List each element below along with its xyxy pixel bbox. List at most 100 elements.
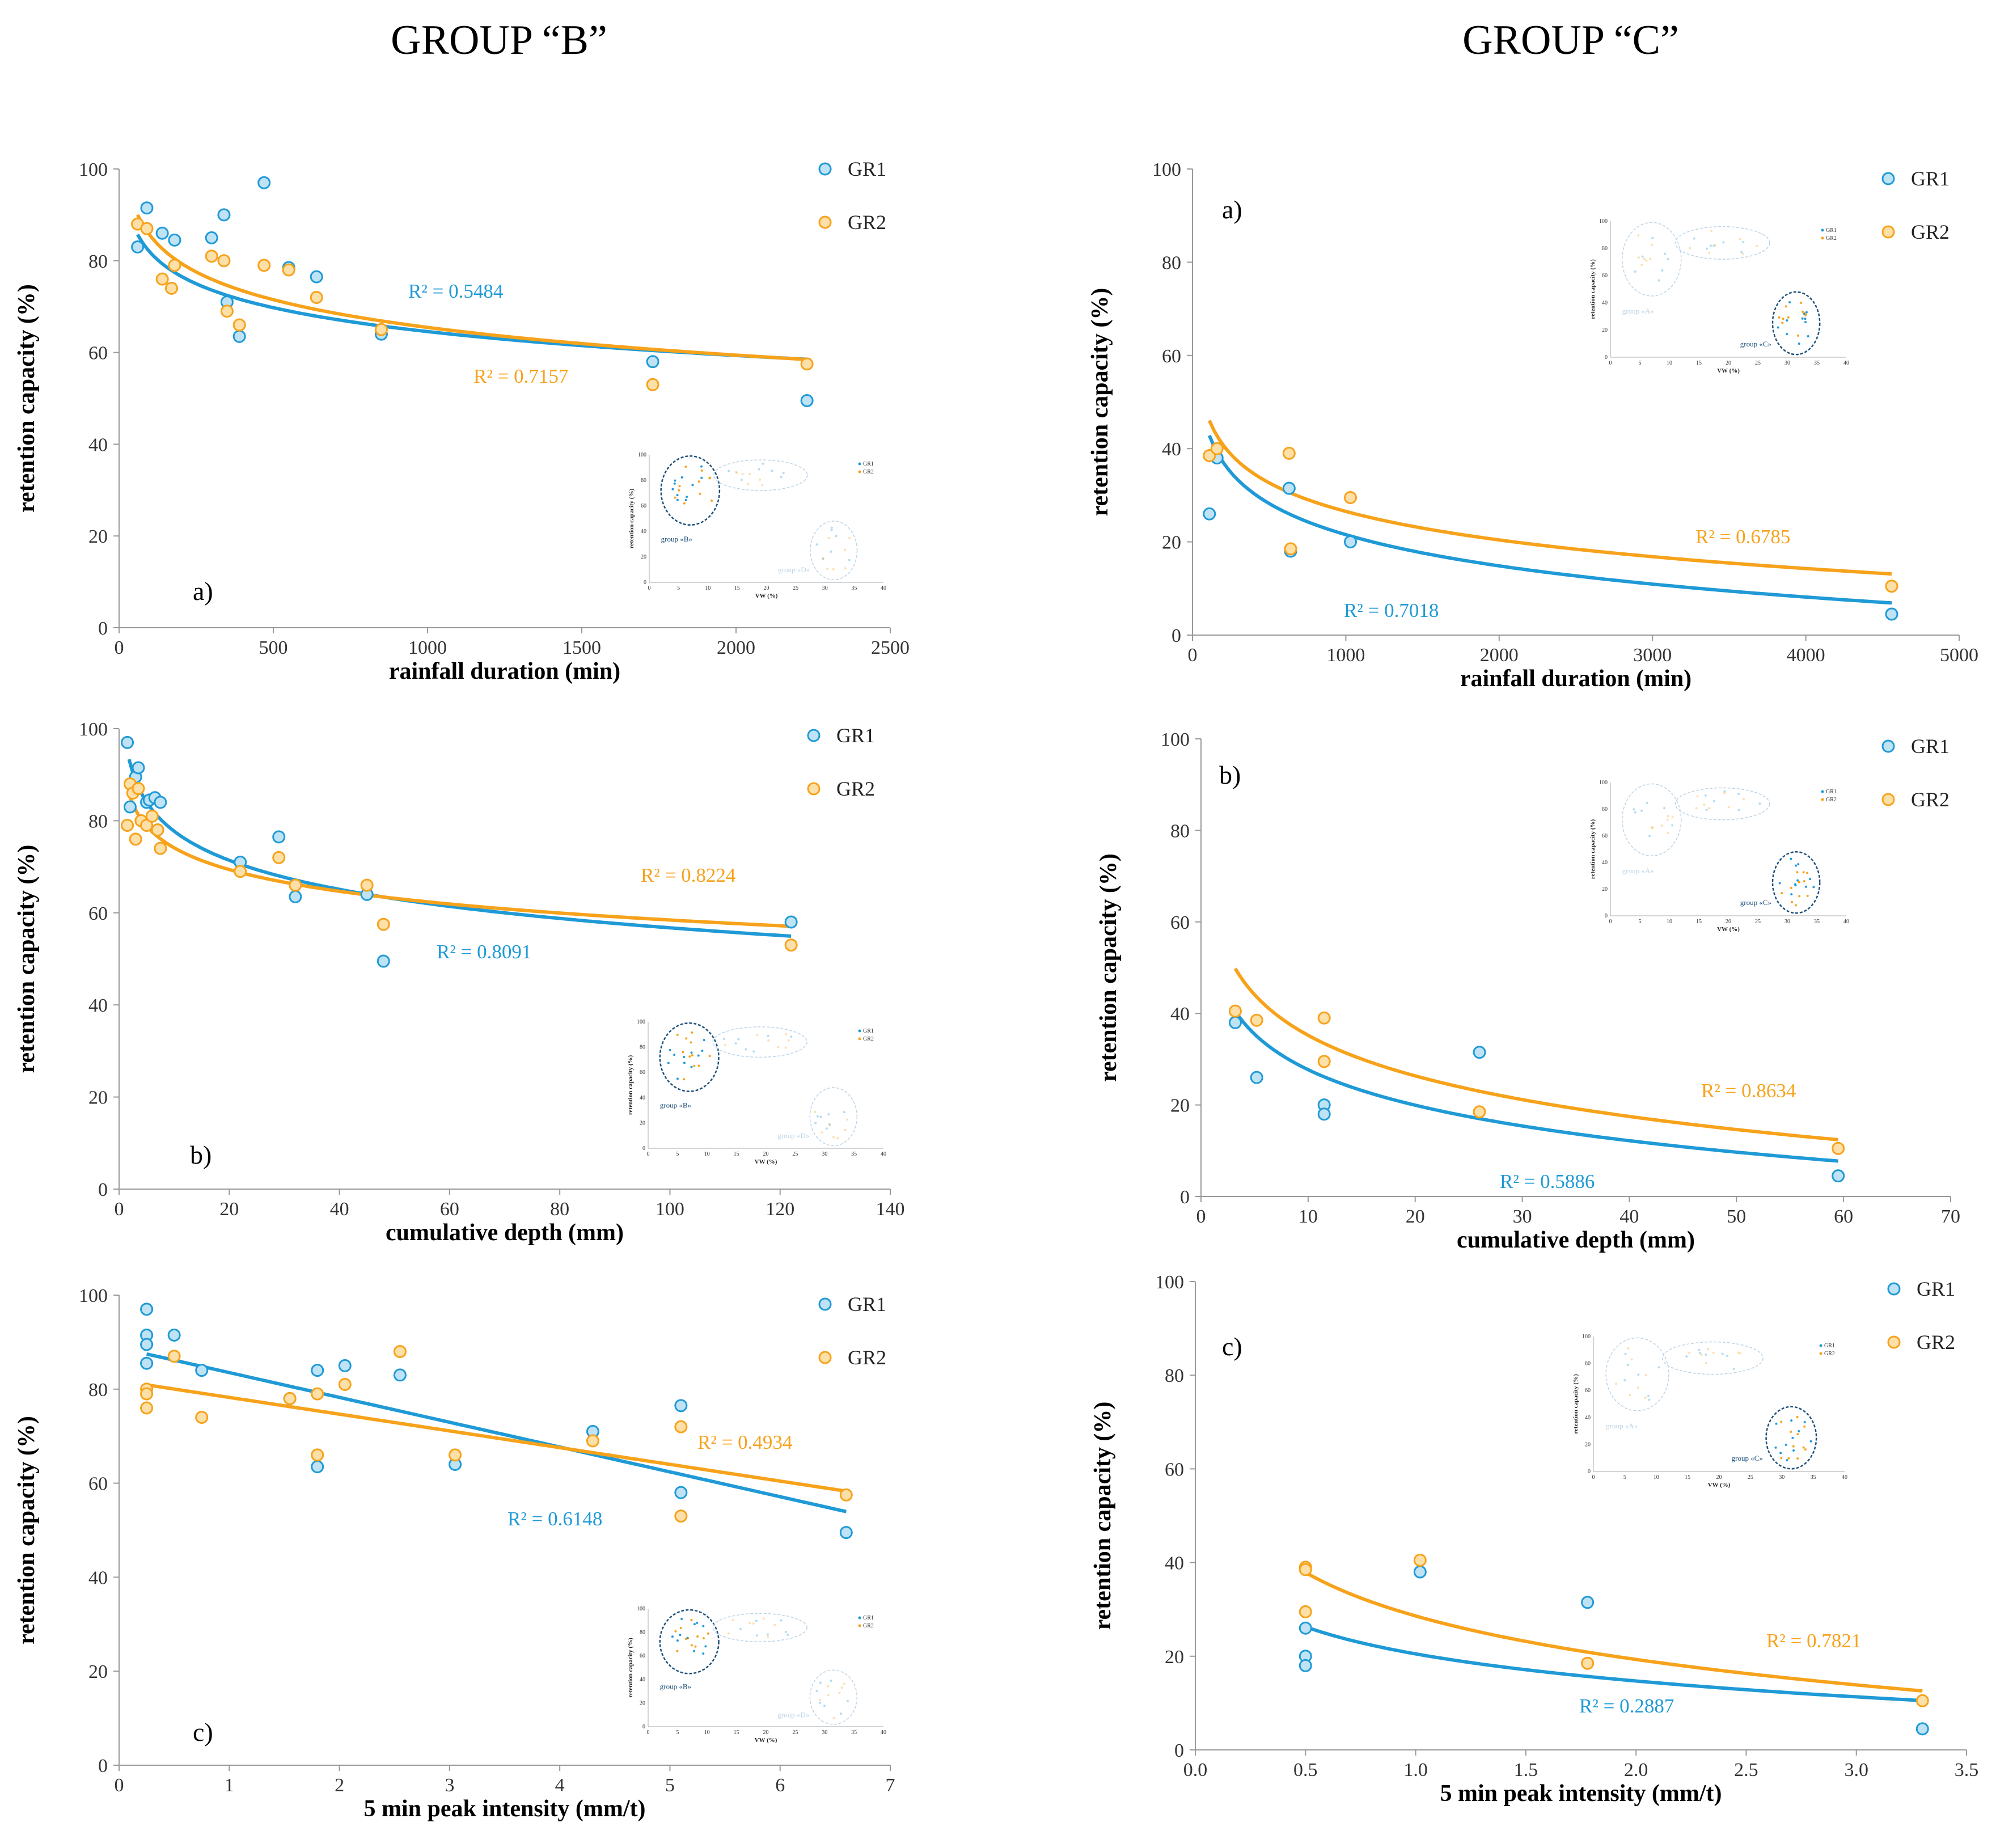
panel-label: c) (193, 1718, 213, 1746)
y-tick-label: 40 (1162, 439, 1181, 460)
inset-point (1804, 1448, 1807, 1451)
inset-point (696, 1635, 699, 1638)
gr1-point (311, 1460, 324, 1474)
x-tick-label: 60 (1834, 1206, 1853, 1227)
y-tick-label: 40 (88, 434, 108, 455)
x-tick-label: 3 (445, 1775, 454, 1796)
inset-group-label-right: group «C» (1732, 1454, 1763, 1462)
inset-x-title: VW (%) (1717, 367, 1740, 374)
gr2-point (1210, 442, 1224, 455)
inset-point (848, 536, 851, 539)
inset-point (1700, 1353, 1703, 1356)
inset-point (1781, 322, 1784, 324)
gr1-point (272, 830, 286, 844)
y-tick-label: 20 (88, 526, 108, 547)
gr2-legend-marker (818, 1351, 832, 1364)
inset-point (1657, 1366, 1660, 1369)
inset-legend-label: GR1 (863, 461, 874, 467)
inset-point (671, 488, 674, 490)
inset-point (1634, 270, 1636, 273)
inset-point (711, 499, 713, 502)
inset-y-tick: 0 (1605, 913, 1608, 919)
inset-thumbnail: 0 20 40 60 80 100 0 5 10 15 20 25 30 35 40 VW (%) retent… (1589, 218, 1849, 374)
inset-point (1723, 792, 1726, 794)
inset-point (737, 1038, 740, 1041)
inset-point (1661, 269, 1664, 272)
inset-y-tick: 40 (1602, 300, 1608, 306)
inset-point (1688, 1351, 1691, 1354)
inset-point (684, 499, 687, 502)
inset-point (690, 1065, 693, 1068)
inset-point (1796, 334, 1799, 337)
gr2-point (674, 1420, 688, 1433)
inset-point (1671, 824, 1674, 827)
gr2-trendline (1304, 1571, 1923, 1693)
inset-x-tick: 35 (851, 585, 857, 591)
inset-region-b (1622, 783, 1682, 857)
inset-point (1634, 811, 1636, 814)
y-tick-label: 60 (88, 343, 108, 364)
inset-point (691, 1054, 693, 1057)
gr2-legend-label: GR2 (836, 777, 875, 800)
gr2-point (1344, 491, 1358, 505)
gr2-point (310, 291, 323, 305)
gr2-point (1317, 1011, 1331, 1025)
gr2-point (1832, 1141, 1845, 1155)
inset-point (832, 568, 835, 570)
inset-y-tick: 0 (1588, 1469, 1591, 1475)
inset-point (844, 1128, 847, 1131)
gr2-point (140, 1401, 154, 1415)
inset-y-tick: 0 (642, 1724, 645, 1730)
inset-point (844, 548, 847, 551)
inset-legend-marker (1821, 790, 1824, 793)
inset-point (814, 1122, 817, 1124)
inset-point (735, 471, 738, 474)
inset-point (1666, 818, 1669, 821)
inset-region-d (1674, 787, 1770, 821)
inset-thumbnail: 0 20 40 60 80 100 0 5 10 15 20 25 30 35 40 VW (%) retent… (627, 1606, 886, 1744)
inset-legend-label: GR1 (863, 1615, 874, 1621)
gr1-point (132, 761, 145, 775)
x-tick-label: 1000 (408, 637, 447, 658)
inset-point (684, 1638, 687, 1640)
gr2-point (377, 917, 390, 931)
inset-point (1693, 237, 1695, 240)
inset-point (759, 478, 762, 481)
gr1-trendline (127, 759, 792, 938)
inset-y-tick: 100 (638, 452, 646, 458)
gr2-point (1473, 1105, 1486, 1119)
gr2-point (129, 832, 142, 846)
inset-legend-label: GR1 (1826, 227, 1837, 234)
inset-legend-marker (1819, 1344, 1822, 1347)
gr2-point (839, 1488, 853, 1502)
inset-point (773, 1623, 776, 1626)
inset-group-label-right: group «D» (777, 1131, 809, 1140)
inset-point (1798, 881, 1800, 883)
inset-point (819, 1698, 822, 1701)
x-tick-label: 120 (766, 1199, 794, 1220)
y-tick-label: 100 (1152, 159, 1181, 180)
inset-point (819, 1681, 822, 1684)
inset-thumbnail: 0 20 40 60 80 100 0 5 10 15 20 25 30 35 40 VW (%) retent… (628, 452, 886, 599)
y-tick-label: 80 (88, 811, 108, 832)
inset-point (830, 1680, 832, 1682)
inset-x-tick: 10 (1654, 1474, 1659, 1481)
gr1-legend-label: GR1 (1911, 735, 1950, 758)
inset-point (1712, 800, 1715, 802)
inset-point (767, 1635, 769, 1638)
inset-group-label-right: group «D» (778, 565, 810, 574)
inset-point (761, 484, 764, 487)
inset-point (748, 1622, 751, 1625)
gr2-point (195, 1411, 209, 1424)
inset-point (1780, 1457, 1783, 1460)
gr1-point (800, 394, 814, 408)
x-tick-label: 40 (1619, 1206, 1639, 1227)
inset-region-b (659, 1609, 720, 1674)
inset-point (676, 1033, 679, 1036)
panel-label: a) (1222, 195, 1242, 224)
inset-point (832, 1136, 835, 1139)
inset-legend-label: GR2 (1826, 235, 1837, 242)
inset-x-tick: 35 (1814, 360, 1820, 366)
gr2-point (1317, 1055, 1331, 1068)
inset-point (784, 1046, 787, 1049)
